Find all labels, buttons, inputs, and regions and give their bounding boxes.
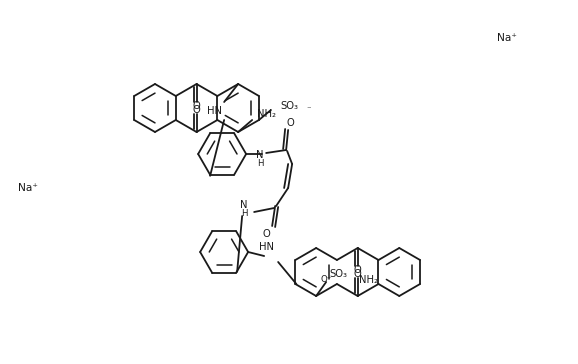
Text: O: O [192, 105, 201, 115]
Text: ⁻: ⁻ [307, 106, 311, 115]
Text: O: O [192, 101, 201, 111]
Text: SO₃: SO₃ [280, 101, 298, 111]
Text: N: N [257, 150, 264, 160]
Text: NH₂: NH₂ [358, 275, 377, 285]
Text: O: O [354, 269, 362, 279]
Text: Na⁺: Na⁺ [18, 183, 38, 193]
Text: Na⁺: Na⁺ [497, 33, 517, 43]
Text: NH₂: NH₂ [257, 109, 276, 119]
Text: SO₃: SO₃ [329, 269, 347, 279]
Text: HN: HN [207, 106, 221, 116]
Text: O: O [262, 229, 270, 239]
Text: N: N [240, 200, 248, 210]
Text: O⁻: O⁻ [321, 276, 332, 285]
Text: H: H [241, 210, 247, 218]
Text: HN: HN [258, 242, 273, 252]
Text: H: H [257, 159, 264, 169]
Text: O: O [354, 265, 362, 275]
Text: O: O [286, 118, 294, 128]
